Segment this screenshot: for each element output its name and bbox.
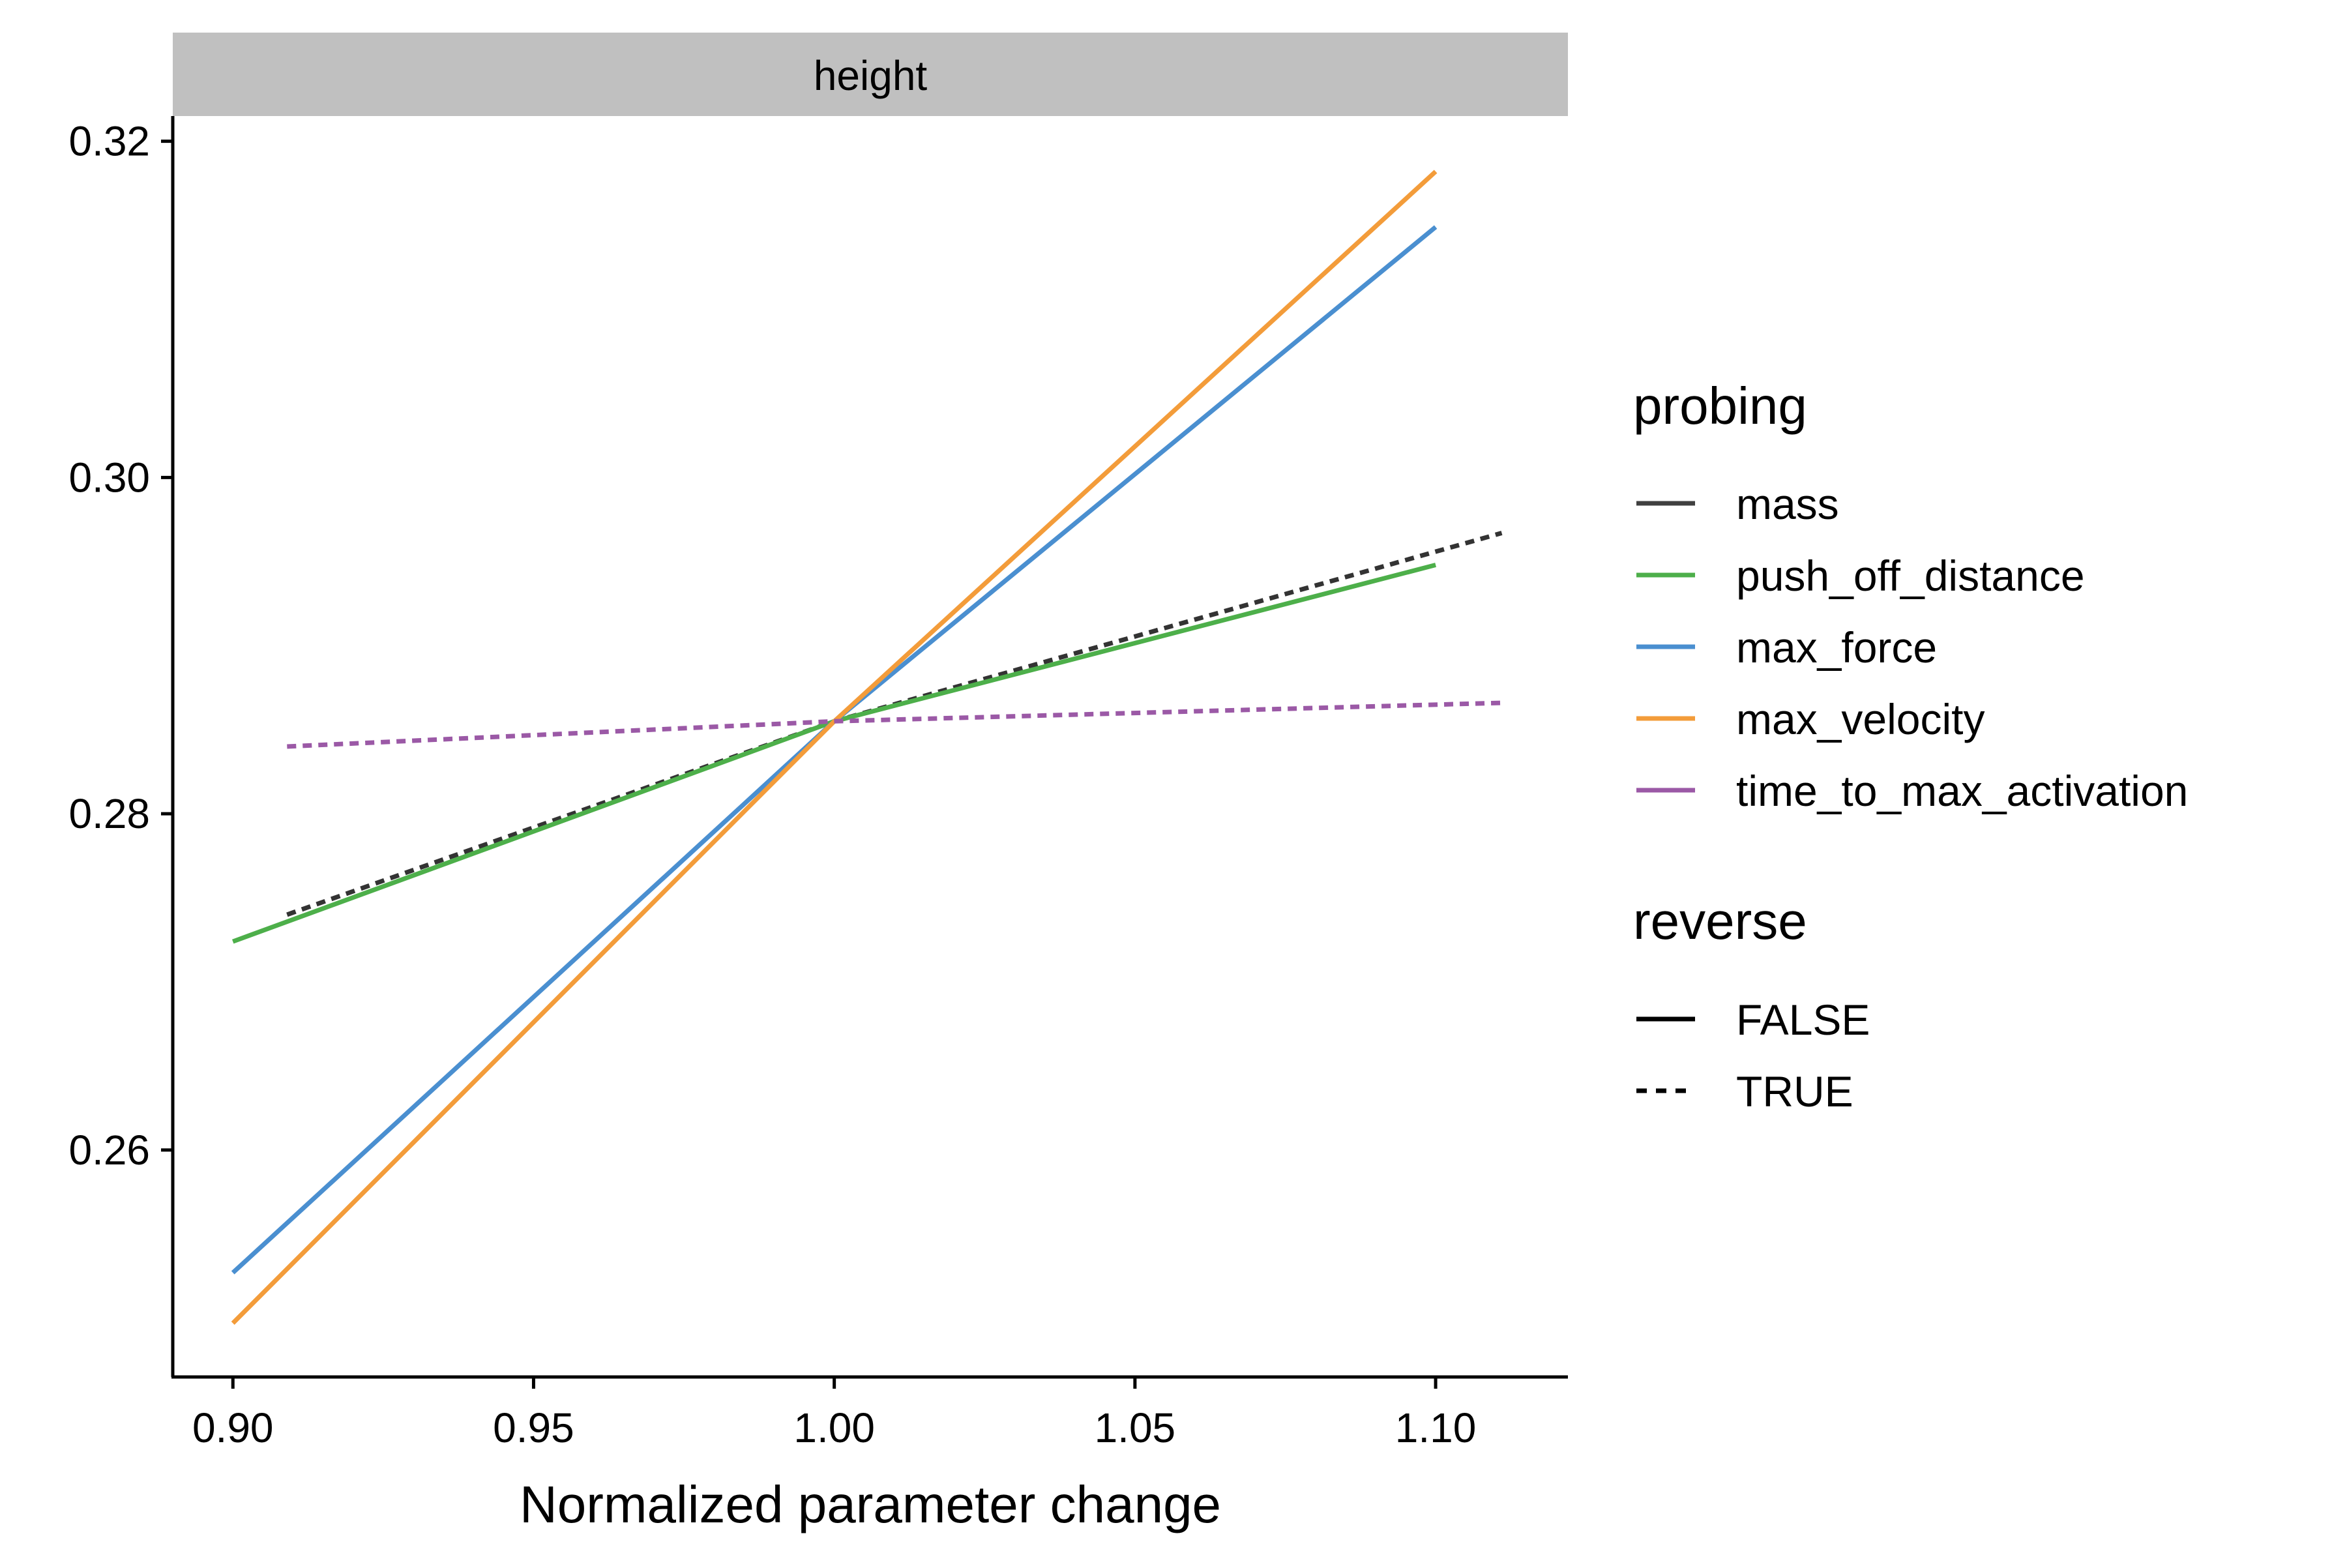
axes [171,116,1568,1379]
y-tick-label: 0.26 [68,1127,150,1174]
legend-probing-title: probing [1633,377,1807,435]
legend-label-max-force: max_force [1736,623,1937,672]
legend-probing-entries: mass push_off_distance max_force max_veloci… [1636,480,2188,815]
series-layer [231,170,1503,1325]
legend-reverse-title: reverse [1633,892,1807,950]
legend-label-max-velocity: max_velocity [1736,695,1985,743]
y-tick-label: 0.28 [68,790,150,837]
legend-reverse-entries: FALSE TRUE [1636,996,1870,1116]
facet-strip-label: height [814,52,928,99]
x-tick-label: 0.90 [192,1404,274,1451]
x-tick-label: 1.00 [793,1404,875,1451]
y-tick-label: 0.32 [68,118,150,165]
legend-label-false: FALSE [1736,996,1870,1044]
x-axis-title: Normalized parameter change [520,1475,1221,1533]
x-tick-label: 1.05 [1095,1404,1176,1451]
y-ticks: 0.26 0.28 0.30 0.32 [68,118,173,1174]
x-tick-label: 0.95 [493,1404,574,1451]
legend-probing: probing masspush_off_distancemax_forcema… [1633,377,2188,815]
legend-label-mass: mass [1736,480,1839,528]
x-ticks: 0.90 0.95 1.00 1.05 1.10 [192,1377,1476,1451]
series-line-time-to-max-activation [287,700,1502,749]
legend-label-time-to-max-activation: time_to_max_activation [1736,767,2188,815]
facet-strip: height [173,33,1568,116]
legend-reverse: reverse FALSE TRUE [1633,892,1870,1116]
legend-label-true: TRUE [1736,1067,1853,1116]
x-tick-label: 1.10 [1395,1404,1477,1451]
facet-strip-background [173,33,1568,116]
y-tick-label: 0.30 [68,454,150,501]
legend-label-push-off-distance: push_off_distance [1736,552,2085,600]
